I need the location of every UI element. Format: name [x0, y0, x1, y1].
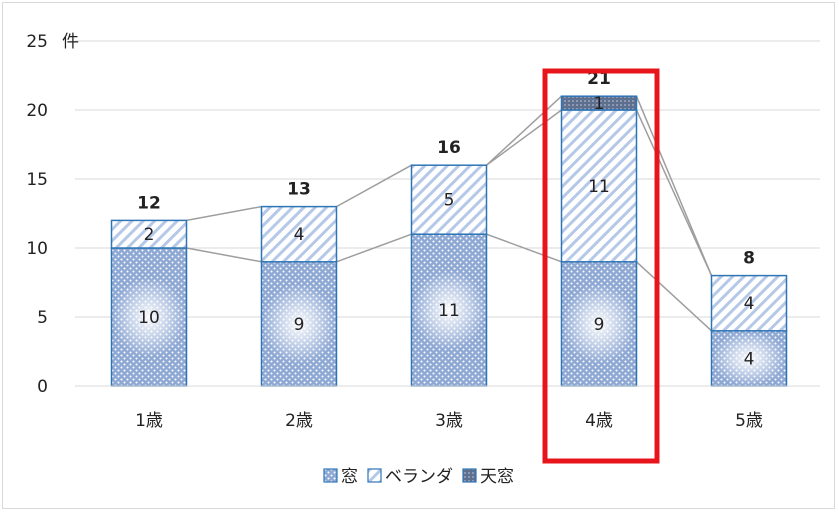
bar-label-glow — [411, 270, 487, 351]
data-label: 11 — [588, 177, 610, 197]
series-line — [635, 95, 713, 276]
data-label: 2 — [144, 225, 155, 245]
total-label: 16 — [437, 138, 461, 158]
highlight-box — [542, 68, 660, 464]
bar-segment — [560, 109, 638, 263]
bar-segment — [710, 274, 788, 332]
total-label: 21 — [587, 69, 611, 89]
total-label: 13 — [287, 180, 311, 200]
y-tick-label: 20 — [26, 101, 48, 121]
y-tick-label: 5 — [37, 308, 48, 328]
bar-label-glow — [111, 277, 187, 357]
series-line — [635, 109, 713, 276]
data-label: 10 — [138, 308, 160, 328]
legend-label: 天窓 — [480, 467, 514, 487]
x-tick-label: 2歳 — [285, 411, 313, 431]
series-line — [486, 109, 562, 166]
data-label: 11 — [438, 301, 460, 321]
data-label: 9 — [594, 315, 605, 335]
data-label: 4 — [294, 225, 305, 245]
total-label: 12 — [137, 193, 161, 213]
legend-swatch — [367, 468, 382, 483]
y-tick-label: 25 — [26, 32, 48, 52]
bar-label-glow — [561, 283, 637, 364]
bar-label-glow — [711, 330, 787, 386]
data-label: 1 — [594, 94, 605, 114]
series-line — [186, 247, 262, 263]
legend-label: ベランダ — [385, 467, 453, 487]
y-unit-label: 件 — [62, 32, 79, 52]
y-tick-label: 10 — [26, 239, 48, 259]
bar-segment — [410, 164, 488, 235]
legend-swatch — [323, 468, 338, 483]
series-line — [485, 95, 563, 166]
bar-segment — [560, 95, 638, 111]
series-line — [336, 164, 412, 208]
data-label: 5 — [444, 191, 455, 211]
x-tick-label: 4歳 — [585, 411, 613, 431]
bar-segment — [260, 205, 338, 263]
y-tick-label: 15 — [26, 170, 48, 190]
bar-label-glow — [261, 283, 337, 364]
x-tick-label: 5歳 — [735, 411, 763, 431]
bar-segment — [110, 219, 188, 249]
data-label: 9 — [294, 315, 305, 335]
y-tick-label: 0 — [37, 377, 48, 397]
legend-label: 窓 — [341, 467, 358, 487]
legend-swatch — [462, 468, 477, 483]
series-line — [486, 233, 562, 263]
series-line — [186, 205, 262, 222]
data-label: 4 — [744, 294, 755, 314]
x-tick-label: 1歳 — [135, 411, 163, 431]
total-label: 8 — [743, 249, 755, 269]
series-line — [336, 233, 412, 263]
x-tick-label: 3歳 — [435, 411, 463, 431]
series-line — [635, 261, 713, 332]
data-label: 4 — [744, 349, 755, 369]
